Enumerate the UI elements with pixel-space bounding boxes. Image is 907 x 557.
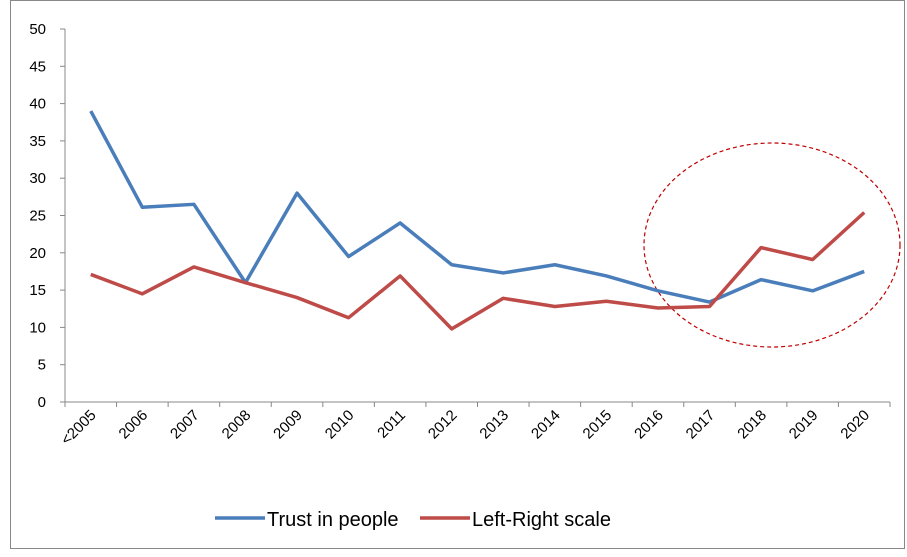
y-tick-label: 50 [29,21,46,38]
y-tick-label: 40 [29,96,46,113]
y-tick-label: 15 [29,282,46,299]
chart-border [10,0,905,549]
y-tick-label: 10 [29,319,46,336]
legend-label: Trust in people [267,509,399,531]
y-tick-label: 45 [29,58,46,75]
y-tick-label: 5 [38,357,46,374]
y-tick-label: 25 [29,208,46,225]
highlight-ellipse [643,142,901,348]
y-tick-label: 20 [29,245,46,262]
series-line [90,211,866,331]
y-tick-label: 35 [29,133,46,150]
series-line [89,110,865,304]
legend-label: Left-Right scale [472,509,611,531]
y-tick-label: 30 [29,170,46,187]
y-tick-label: 0 [38,394,46,411]
